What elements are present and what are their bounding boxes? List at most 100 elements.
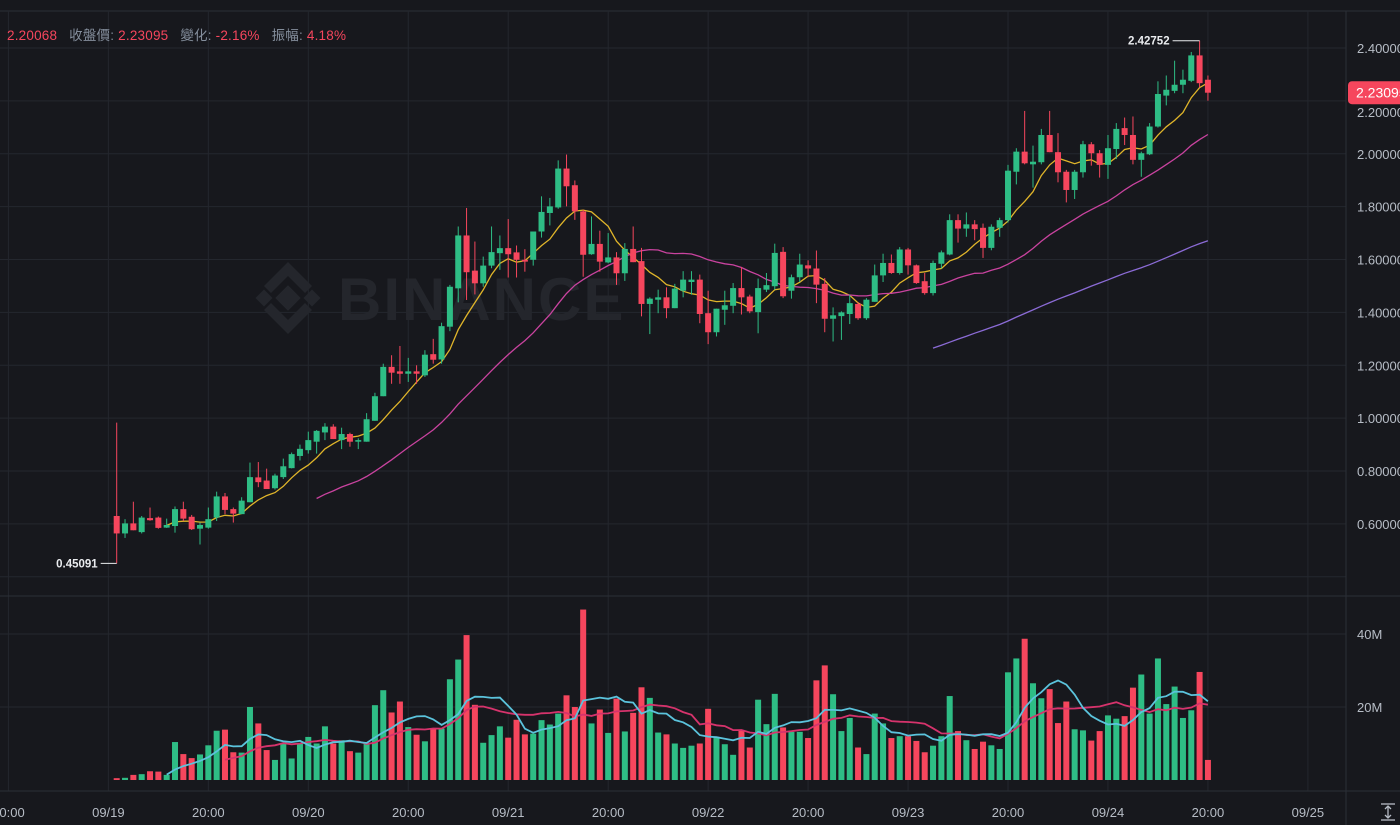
volume-bar (246, 707, 253, 780)
candle-body (113, 515, 120, 534)
candle (488, 226, 495, 269)
volume-bar (1138, 674, 1145, 780)
volume-bar (721, 744, 728, 780)
candle (538, 196, 545, 238)
candle-body (513, 252, 520, 260)
volume-bar (1071, 729, 1078, 780)
volume-bar (163, 774, 170, 780)
candle (380, 363, 387, 397)
candle (388, 355, 395, 384)
candle-body (546, 206, 553, 213)
candle-body (122, 523, 129, 534)
volume-bar (1179, 717, 1186, 780)
candle (405, 357, 412, 382)
candle-body (855, 303, 862, 319)
candle-body (830, 315, 837, 319)
volume-bar (646, 697, 653, 780)
volume-bar (1096, 731, 1103, 780)
candle-body (471, 270, 478, 284)
candle (1104, 134, 1111, 179)
candle (905, 247, 912, 275)
candle (621, 243, 628, 281)
candle (455, 226, 462, 303)
candle (313, 430, 320, 454)
candle (330, 424, 337, 440)
candle-body (1179, 79, 1186, 85)
candle-body (188, 516, 195, 530)
candle (1129, 116, 1136, 165)
candle-body (596, 243, 603, 262)
volume-bar (813, 680, 820, 780)
volume-bar (580, 609, 587, 780)
price-tick-label: 1.00000 (1357, 411, 1400, 426)
candle (771, 243, 778, 290)
volume-bar (1113, 718, 1120, 780)
time-tick-label: 20:00 (792, 805, 825, 820)
volume-bar (213, 730, 220, 780)
candle (147, 507, 154, 521)
candle (788, 274, 795, 299)
volume-bar (763, 724, 770, 780)
candle (338, 427, 345, 450)
volume-bar (563, 695, 570, 780)
volume-bar (1030, 683, 1036, 780)
grid (0, 10, 1400, 825)
candle-body (813, 268, 820, 285)
candle (471, 241, 478, 295)
candle (263, 468, 270, 490)
axis-settings-icon[interactable] (1381, 803, 1395, 821)
candle-body (305, 440, 312, 451)
candle (605, 233, 612, 264)
volume-bar (480, 742, 487, 780)
candle (1171, 60, 1178, 94)
candle (613, 252, 620, 285)
ohlc-header: 2.20068 收盤價: 2.23095 變化: -2.16% 振幅: 4.18… (7, 24, 346, 44)
candle-body (446, 286, 453, 327)
volume-bar (655, 732, 662, 780)
volume-bar (530, 733, 537, 780)
candle-body (363, 419, 370, 442)
candle-body (1079, 144, 1086, 173)
volume-ma-lines (166, 679, 1209, 776)
volume-bar (571, 707, 578, 780)
volume-bar (147, 771, 154, 780)
candle-body (246, 477, 253, 503)
time-tick-label: 20:00 (1192, 805, 1225, 820)
candle-body (405, 371, 412, 374)
candle-body (147, 518, 154, 521)
last-price-badge (1348, 81, 1400, 105)
candle (1054, 133, 1061, 183)
volume-bar (188, 758, 195, 780)
time-tick-label: 20:00 (192, 805, 225, 820)
candle (255, 462, 262, 488)
volume-bar (846, 717, 853, 780)
volume-bar (788, 731, 795, 780)
volume-ma-long-line (224, 701, 1209, 761)
volume-bar (863, 754, 870, 780)
volume-bar (1038, 698, 1045, 780)
candle-body (788, 277, 795, 291)
candle (188, 514, 195, 531)
candle (521, 249, 528, 272)
volume-bar (996, 748, 1003, 780)
candle-body (138, 517, 145, 533)
volume-bar (205, 745, 212, 780)
volume-bar (796, 731, 803, 780)
volume-bar (1129, 687, 1136, 780)
candle-body (913, 265, 920, 284)
amplitude-value: 4.18% (306, 28, 347, 43)
volume-bar (638, 687, 645, 780)
time-tick-label: 20:00 (392, 805, 425, 820)
candle (396, 345, 403, 384)
candle (288, 452, 295, 469)
volume-bar (471, 704, 478, 780)
candle-body (1113, 128, 1120, 150)
candle-body (488, 252, 495, 266)
volume-tick-label: 20M (1357, 700, 1382, 715)
volume-bar (1121, 716, 1128, 780)
volume-bar (1204, 759, 1211, 780)
candle-body (696, 279, 703, 314)
volume-bar (546, 724, 553, 780)
volume-bar (496, 726, 503, 780)
